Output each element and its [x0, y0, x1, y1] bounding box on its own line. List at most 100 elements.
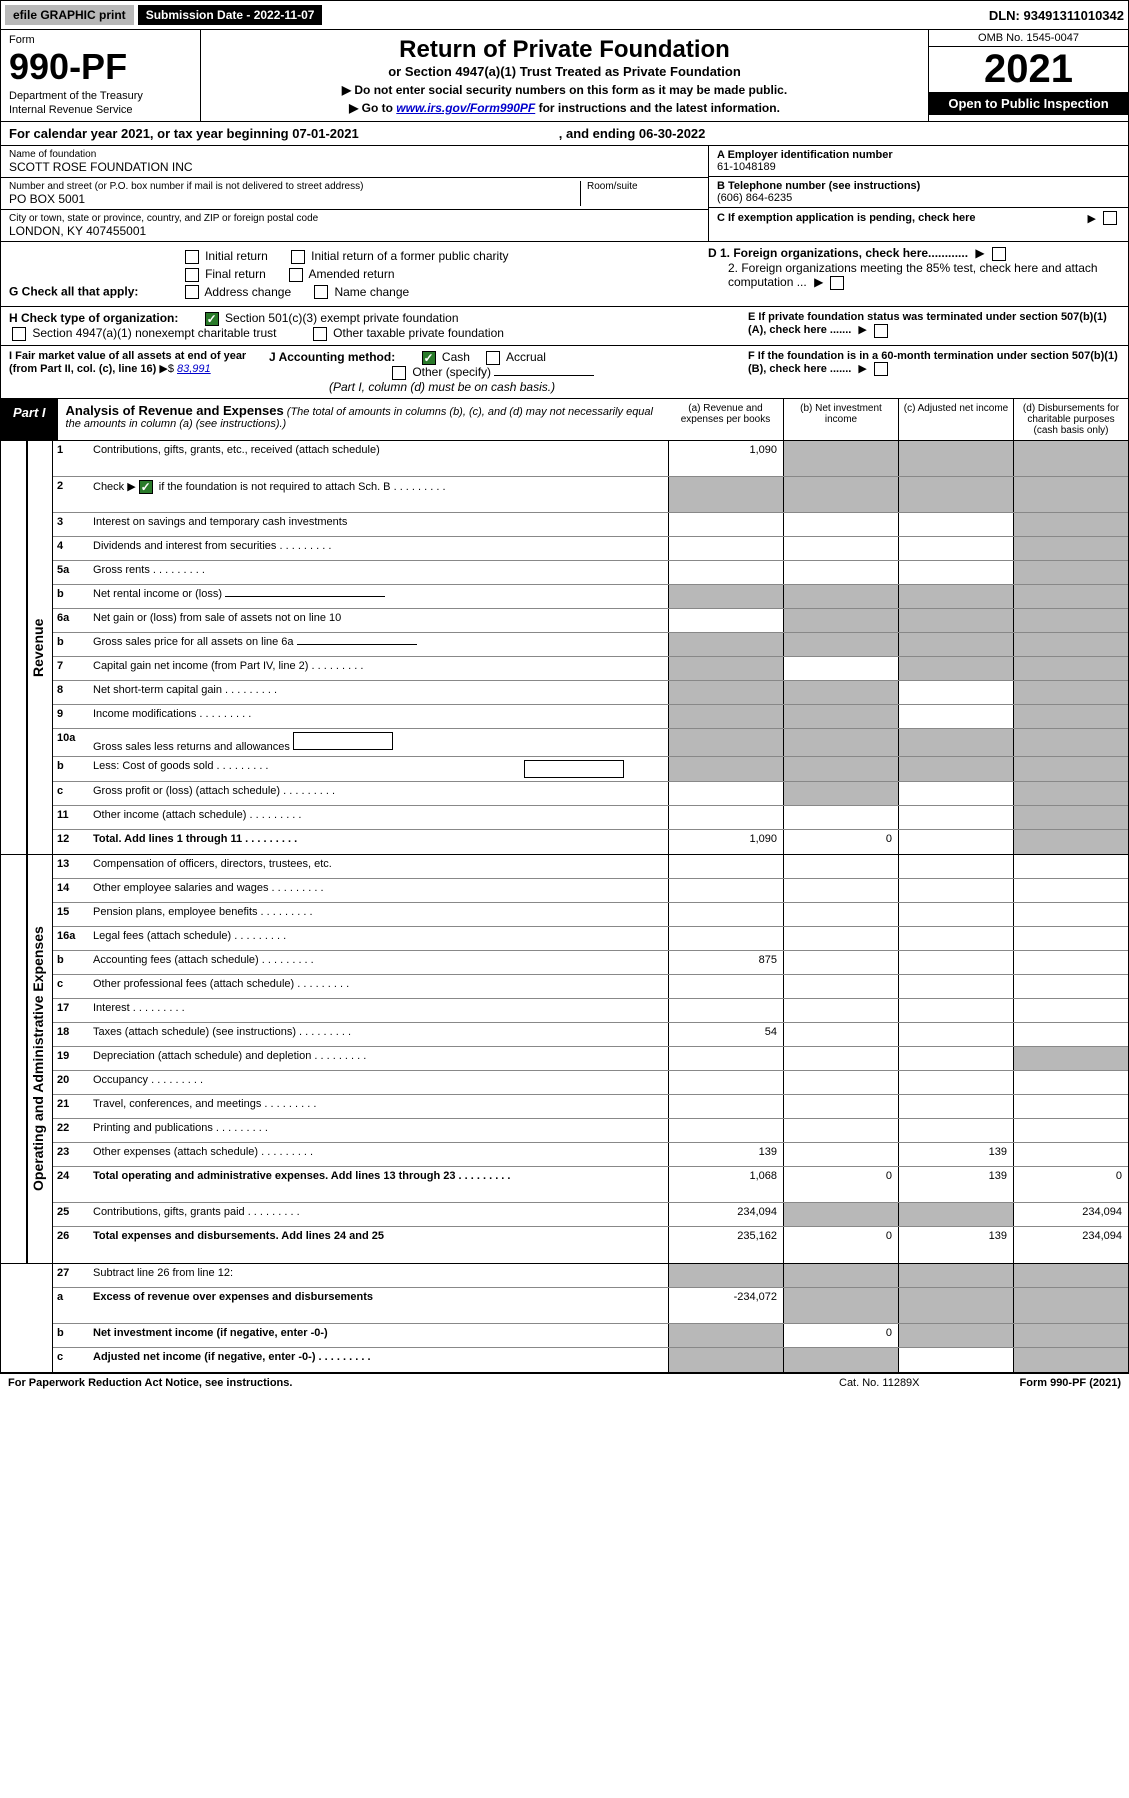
footer-left: For Paperwork Reduction Act Notice, see …	[8, 1377, 292, 1389]
col-a-header: (a) Revenue and expenses per books	[668, 399, 783, 440]
final-return-checkbox[interactable]	[185, 268, 199, 282]
f-section: F If the foundation is in a 60-month ter…	[740, 350, 1120, 394]
city: LONDON, KY 407455001	[9, 224, 700, 238]
expenses-rows: 13Compensation of officers, directors, t…	[53, 855, 1128, 1263]
row-15: 15Pension plans, employee benefits	[53, 903, 1128, 927]
other-taxable-checkbox[interactable]	[313, 327, 327, 341]
revenue-section: Revenue 1 Contributions, gifts, grants, …	[0, 441, 1129, 855]
footer-form: Form 990-PF (2021)	[1020, 1377, 1121, 1389]
row-2: 2 Check ▶ if the foundation is not requi…	[53, 477, 1128, 513]
gross-sales-input[interactable]	[297, 644, 417, 645]
d1-checkbox[interactable]	[992, 247, 1006, 261]
row-22: 22Printing and publications	[53, 1119, 1128, 1143]
form-number: 990-PF	[9, 46, 192, 88]
row-20: 20Occupancy	[53, 1071, 1128, 1095]
row-6b: bGross sales price for all assets on lin…	[53, 633, 1128, 657]
initial-return-checkbox[interactable]	[185, 250, 199, 264]
arrow-icon: ▶	[975, 246, 984, 260]
row-1: 1 Contributions, gifts, grants, etc., re…	[53, 441, 1128, 477]
line27-rows: 27Subtract line 26 from line 12: aExcess…	[53, 1264, 1128, 1372]
footer-cat: Cat. No. 11289X	[839, 1377, 920, 1389]
h-right: E If private foundation status was termi…	[740, 311, 1120, 341]
omb-number: OMB No. 1545-0047	[929, 30, 1128, 47]
accrual-checkbox[interactable]	[486, 351, 500, 365]
calendar-year-row: For calendar year 2021, or tax year begi…	[0, 122, 1129, 146]
form-title: Return of Private Foundation	[207, 36, 922, 64]
address-cell: Number and street (or P.O. box number if…	[1, 178, 708, 210]
row-24: 24Total operating and administrative exp…	[53, 1167, 1128, 1203]
row-17: 17Interest	[53, 999, 1128, 1023]
irs-link[interactable]: www.irs.gov/Form990PF	[396, 101, 535, 115]
row-16c: cOther professional fees (attach schedul…	[53, 975, 1128, 999]
footer: For Paperwork Reduction Act Notice, see …	[0, 1373, 1129, 1392]
row-6a: 6aNet gain or (loss) from sale of assets…	[53, 609, 1128, 633]
cogs-box[interactable]	[524, 760, 624, 778]
revenue-rows: 1 Contributions, gifts, grants, etc., re…	[53, 441, 1128, 854]
row-27a: aExcess of revenue over expenses and dis…	[53, 1288, 1128, 1324]
row-3: 3Interest on savings and temporary cash …	[53, 513, 1128, 537]
row-26: 26Total expenses and disbursements. Add …	[53, 1227, 1128, 1263]
note-link: ▶ Go to www.irs.gov/Form990PF for instru…	[207, 101, 922, 115]
rental-input[interactable]	[225, 596, 385, 597]
initial-former-checkbox[interactable]	[291, 250, 305, 264]
arrow-icon: ▶	[858, 362, 866, 375]
j-section: J Accounting method: Cash Accrual Other …	[269, 350, 740, 394]
form-header: Form 990-PF Department of the Treasury I…	[0, 30, 1129, 122]
arrow-icon: ▶	[858, 323, 866, 336]
part1-header: Part I Analysis of Revenue and Expenses …	[0, 399, 1129, 441]
row-27: 27Subtract line 26 from line 12:	[53, 1264, 1128, 1288]
row-18: 18Taxes (attach schedule) (see instructi…	[53, 1023, 1128, 1047]
part1-desc: Analysis of Revenue and Expenses (The to…	[58, 399, 668, 440]
fmv-value: 83,991	[177, 363, 211, 375]
expenses-section: Operating and Administrative Expenses 13…	[0, 855, 1129, 1264]
section-h: H Check type of organization: Section 50…	[0, 307, 1129, 346]
amended-return-checkbox[interactable]	[289, 268, 303, 282]
phone: (606) 864-6235	[717, 192, 792, 204]
city-cell: City or town, state or province, country…	[1, 210, 708, 241]
row-10a: 10aGross sales less returns and allowanc…	[53, 729, 1128, 757]
part1-label: Part I	[1, 399, 58, 440]
c-checkbox[interactable]	[1103, 211, 1117, 225]
info-left: Name of foundation SCOTT ROSE FOUNDATION…	[1, 146, 708, 241]
form-subtitle: or Section 4947(a)(1) Trust Treated as P…	[207, 64, 922, 79]
sec4947-checkbox[interactable]	[12, 327, 26, 341]
cash-checkbox[interactable]	[422, 351, 436, 365]
phone-cell: B Telephone number (see instructions) (6…	[709, 177, 1128, 208]
submission-date: Submission Date - 2022-11-07	[138, 5, 323, 25]
ein-cell: A Employer identification number 61-1048…	[709, 146, 1128, 177]
row-27c: cAdjusted net income (if negative, enter…	[53, 1348, 1128, 1372]
other-method-checkbox[interactable]	[392, 366, 406, 380]
g-right: D 1. Foreign organizations, check here..…	[700, 246, 1120, 302]
f-checkbox[interactable]	[874, 362, 888, 376]
efile-button[interactable]: efile GRAPHIC print	[5, 5, 134, 25]
row-13: 13Compensation of officers, directors, t…	[53, 855, 1128, 879]
c-exemption-cell: C If exemption application is pending, c…	[709, 208, 1128, 228]
sec501-checkbox[interactable]	[205, 312, 219, 326]
e-checkbox[interactable]	[874, 324, 888, 338]
col-b-header: (b) Net investment income	[783, 399, 898, 440]
row-27b: bNet investment income (if negative, ent…	[53, 1324, 1128, 1348]
row-9: 9Income modifications	[53, 705, 1128, 729]
foundation-name: SCOTT ROSE FOUNDATION INC	[9, 160, 700, 174]
note-ssn: ▶ Do not enter social security numbers o…	[207, 83, 922, 97]
row-12: 12Total. Add lines 1 through 111,0900	[53, 830, 1128, 854]
gross-sales-box[interactable]	[293, 732, 393, 750]
row-19: 19Depreciation (attach schedule) and dep…	[53, 1047, 1128, 1071]
other-specify-input[interactable]	[494, 375, 594, 376]
form-label: Form	[9, 34, 192, 46]
d2-checkbox[interactable]	[830, 276, 844, 290]
row-16a: 16aLegal fees (attach schedule)	[53, 927, 1128, 951]
cal-year-end: , and ending 06-30-2022	[559, 126, 706, 141]
section-g: G Check all that apply: Initial return I…	[0, 242, 1129, 307]
foundation-name-cell: Name of foundation SCOTT ROSE FOUNDATION…	[1, 146, 708, 178]
row-8: 8Net short-term capital gain	[53, 681, 1128, 705]
g-left: G Check all that apply: Initial return I…	[9, 246, 700, 302]
schb-checkbox[interactable]	[139, 480, 153, 494]
section-i: I Fair market value of all assets at end…	[0, 346, 1129, 399]
row-23: 23Other expenses (attach schedule)139139	[53, 1143, 1128, 1167]
arrow-icon: ▶	[814, 275, 823, 289]
name-change-checkbox[interactable]	[314, 285, 328, 299]
address-change-checkbox[interactable]	[185, 285, 199, 299]
header-left: Form 990-PF Department of the Treasury I…	[1, 30, 201, 121]
row-14: 14Other employee salaries and wages	[53, 879, 1128, 903]
